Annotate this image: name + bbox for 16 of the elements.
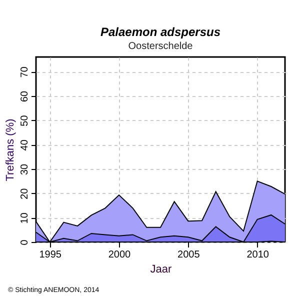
y-tick-label: 0 — [20, 239, 30, 246]
y-tick-label: 10 — [20, 212, 30, 224]
x-tick-label: 2010 — [246, 250, 270, 260]
chart-subtitle: Oosterschelde — [128, 41, 194, 52]
x-tick-label: 1995 — [39, 250, 62, 260]
chart-title: Palaemon adspersus — [100, 25, 221, 39]
y-tick-label: 20 — [20, 188, 30, 200]
y-tick-label: 70 — [20, 66, 30, 78]
y-axis-title: Trefkans (%) — [4, 118, 16, 182]
x-tick-label: 2005 — [178, 250, 200, 260]
y-tick-label: 50 — [20, 114, 30, 126]
y-tick-label: 30 — [20, 163, 30, 176]
x-tick-label: 2000 — [108, 250, 132, 260]
y-tick-label: 60 — [20, 90, 30, 102]
x-axis-title: Jaar — [150, 264, 172, 276]
y-tick-label: 40 — [20, 139, 30, 151]
